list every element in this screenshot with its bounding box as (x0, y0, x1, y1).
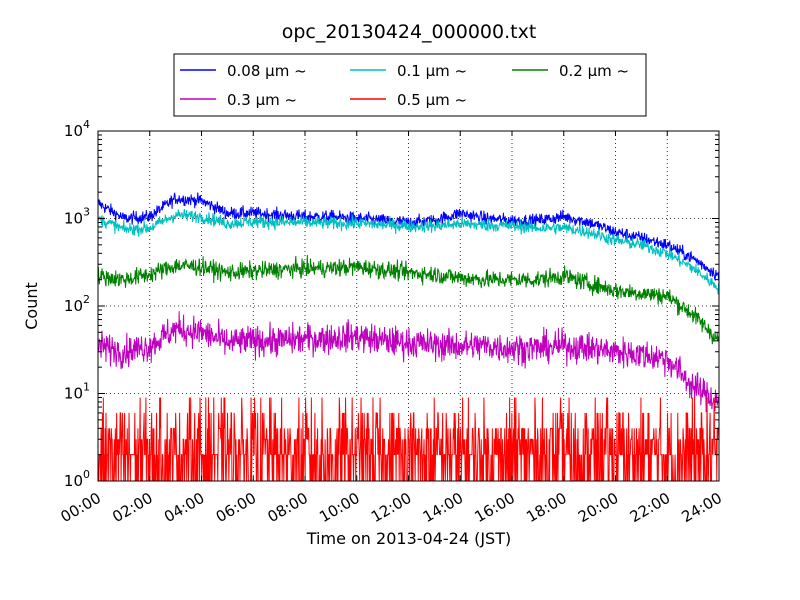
x-tick-label: 22:00 (627, 489, 673, 526)
legend-label: 0.08 μm ~ (227, 62, 307, 80)
y-tick-base: 10 (64, 297, 83, 315)
y-tick-exponent: 1 (83, 381, 90, 394)
x-tick-label: 14:00 (420, 489, 466, 526)
y-tick-exponent: 4 (83, 118, 90, 131)
y-axis-label: Count (22, 282, 41, 330)
x-tick-label: 02:00 (109, 489, 155, 526)
legend-label: 0.3 μm ~ (227, 91, 297, 109)
series-layer (97, 192, 720, 482)
legend-label: 0.1 μm ~ (397, 62, 467, 80)
y-tick-label: 102 (64, 293, 90, 315)
x-tick-label: 04:00 (161, 489, 207, 526)
x-axis-label: Time on 2013-04-24 (JST) (306, 529, 511, 548)
y-tick-base: 10 (64, 122, 83, 140)
y-tick-base: 10 (64, 472, 83, 490)
y-tick-exponent: 3 (83, 206, 90, 219)
series-line (97, 311, 720, 413)
y-tick-exponent: 0 (83, 468, 90, 481)
legend: 0.08 μm ~ 0.1 μm ~ 0.2 μm ~ 0.3 μm ~ 0.5 μm … (173, 53, 647, 117)
x-tick-label: 24:00 (679, 489, 725, 526)
y-tick-exponent: 2 (83, 293, 90, 306)
series-line (97, 209, 720, 295)
x-tick-label: 00:00 (58, 489, 104, 526)
x-tick-label: 10:00 (316, 489, 362, 526)
y-tick-base: 10 (64, 385, 83, 403)
y-tick-label: 103 (64, 206, 90, 228)
x-tick-label: 20:00 (575, 489, 621, 526)
y-tick-base: 10 (64, 210, 83, 228)
y-tick-label: 101 (64, 381, 90, 403)
x-tick-label: 12:00 (368, 489, 414, 526)
legend-box (173, 53, 647, 117)
y-tick-label: 100 (64, 468, 90, 490)
series-line (97, 397, 719, 482)
series-line (97, 255, 720, 345)
legend-label: 0.2 μm ~ (559, 62, 629, 80)
y-tick-label: 104 (64, 118, 90, 140)
series-line (97, 192, 720, 282)
x-tick-label: 06:00 (213, 489, 259, 526)
chart-title: opc_20130424_000000.txt (282, 21, 537, 43)
x-tick-label: 08:00 (265, 489, 311, 526)
x-tick-label: 18:00 (523, 489, 569, 526)
legend-label: 0.5 μm ~ (397, 91, 467, 109)
x-tick-label: 16:00 (472, 489, 518, 526)
